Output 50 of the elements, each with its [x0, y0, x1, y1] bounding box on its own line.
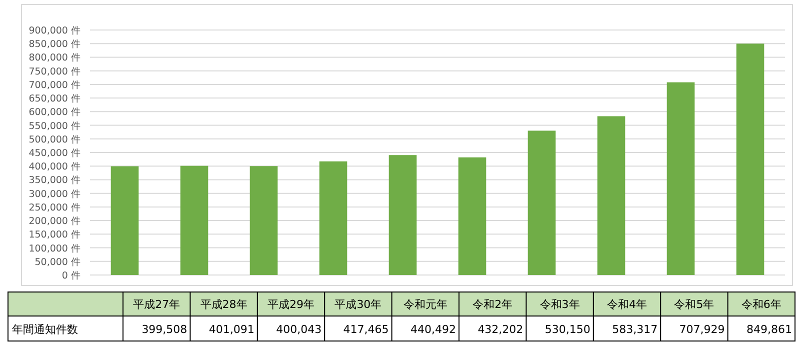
x-tick-label: 令和6年: [741, 298, 782, 311]
y-tick-label: 500,000 件: [28, 134, 81, 146]
bar: [597, 116, 626, 275]
x-tick-label: 令和5年: [674, 298, 714, 311]
bar: [319, 161, 348, 275]
bar: [736, 44, 764, 275]
bar: [250, 166, 278, 275]
x-tick-label: 令和3年: [540, 298, 580, 311]
x-tick-label: 令和2年: [472, 298, 513, 311]
y-tick-label: 50,000 件: [34, 256, 81, 268]
y-tick-label: 100,000 件: [28, 243, 81, 254]
bar: [666, 82, 695, 275]
data-label: 401,091: [208, 323, 254, 336]
data-label: 417,465: [343, 323, 389, 336]
y-tick-label: 250,000 件: [28, 202, 81, 214]
data-label: 583,317: [612, 323, 658, 336]
data-label: 707,929: [679, 323, 725, 336]
y-tick-label: 450,000 件: [28, 148, 81, 159]
y-tick-label: 400,000 件: [28, 162, 81, 173]
data-label: 400,043: [276, 323, 322, 336]
y-tick-label: 300,000 件: [28, 188, 81, 200]
bar: [110, 166, 139, 275]
y-tick-label: 600,000 件: [28, 107, 81, 118]
bar: [180, 166, 208, 275]
y-tick-label: 0 件: [62, 270, 81, 282]
y-tick-label: 850,000 件: [28, 39, 81, 50]
bar: [458, 157, 486, 275]
bar: [528, 130, 556, 275]
text: 年間通知件数: [12, 323, 78, 336]
y-tick-label: 700,000 件: [28, 80, 81, 91]
y-tick-label: 650,000 件: [28, 94, 81, 105]
x-tick-label: 平成30年: [334, 298, 382, 311]
y-tick-label: 200,000 件: [28, 216, 81, 228]
y-tick-label: 150,000 件: [28, 230, 81, 241]
y-tick-label: 350,000 件: [28, 175, 81, 186]
y-tick-label: 900,000 件: [28, 26, 81, 36]
x-tick-label: 令和元年: [403, 298, 448, 311]
data-label: 432,202: [478, 323, 524, 336]
y-tick-label: 800,000 件: [28, 52, 81, 64]
x-tick-label: 平成27年: [133, 298, 180, 311]
x-tick-label: 令和4年: [607, 298, 647, 311]
data-label: 399,508: [142, 323, 188, 336]
y-tick-label: 550,000 件: [28, 120, 81, 132]
y-tick-label: 750,000 件: [28, 66, 81, 78]
x-tick-label: 平成29年: [268, 298, 314, 311]
bar: [388, 155, 417, 275]
data-label: 530,150: [544, 323, 590, 336]
x-tick-label: 平成28年: [200, 298, 248, 311]
data-label: 440,492: [410, 323, 456, 336]
data-label: 849,861: [746, 323, 792, 336]
